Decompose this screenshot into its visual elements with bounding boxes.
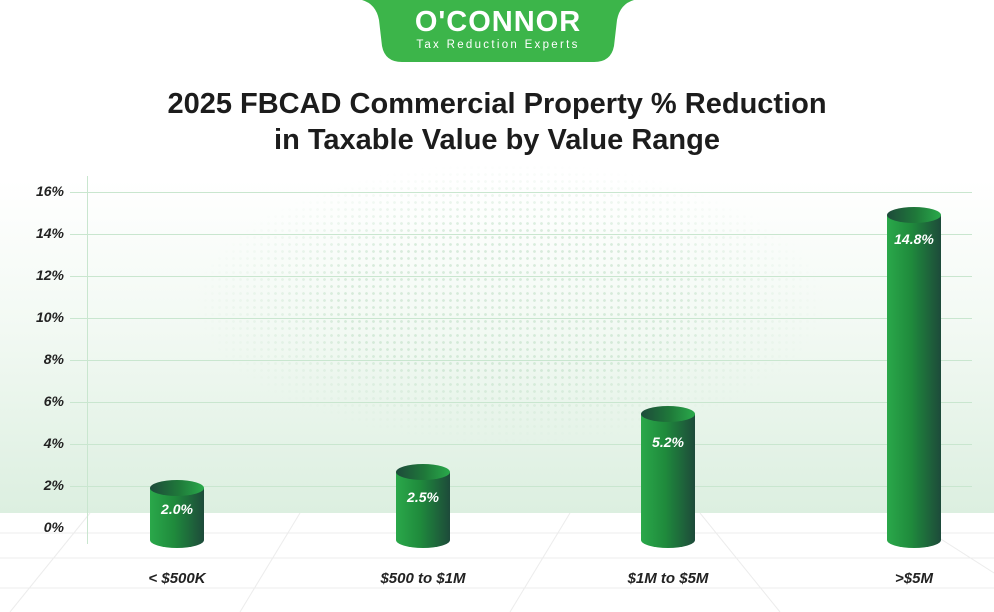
y-tick-label: 6%: [43, 393, 64, 409]
y-tick-label: 10%: [35, 309, 64, 325]
bar-value-label: 14.8%: [894, 231, 934, 247]
bar-cap: [150, 480, 204, 496]
bar-body: [641, 414, 695, 540]
gridline: [70, 276, 972, 277]
bar-over-5m: 14.8%: [887, 207, 941, 548]
chart-title-line-1: 2025 FBCAD Commercial Property % Reducti…: [167, 88, 827, 120]
bar-body: [396, 472, 450, 540]
logo-tagline: Tax Reduction Experts: [416, 39, 580, 51]
x-category-label: < $500K: [148, 570, 206, 587]
bar-value-label: 5.2%: [652, 434, 684, 450]
chart-title-line-2: in Taxable Value by Value Range: [274, 124, 720, 156]
gridline: [70, 234, 972, 235]
y-tick-label: 14%: [35, 225, 64, 241]
x-category-label: $500 to $1M: [380, 570, 466, 587]
bar-cap: [396, 464, 450, 480]
x-category-label: >$5M: [895, 570, 933, 587]
bar-cap: [887, 207, 941, 223]
y-tick-label: 8%: [43, 351, 64, 367]
bar-under-500k: 2.0%: [150, 480, 204, 548]
bar-cap: [641, 406, 695, 422]
gridline: [70, 486, 972, 487]
bar-body: [150, 488, 204, 540]
bar-value-label: 2.5%: [407, 489, 439, 505]
gridline: [70, 318, 972, 319]
chart-title: 2025 FBCAD Commercial Property % Reducti…: [0, 86, 994, 158]
x-category-label: $1M to $5M: [627, 570, 709, 587]
bar-body: [887, 215, 941, 540]
world-map-dots: [160, 150, 860, 490]
bar-500-to-1m: 2.5%: [396, 464, 450, 548]
y-tick-label: 0%: [43, 519, 64, 535]
gridline: [70, 402, 972, 403]
y-tick-label: 2%: [43, 477, 64, 493]
brand-logo: O'CONNOR Tax Reduction Experts: [362, 0, 634, 62]
gridline: [70, 192, 972, 193]
y-tick-label: 12%: [35, 267, 64, 283]
bar-value-label: 2.0%: [161, 501, 193, 517]
gridline: [70, 360, 972, 361]
y-tick-label: 16%: [35, 183, 64, 199]
logo-name: O'CONNOR: [414, 6, 582, 38]
bar-1m-to-5m: 5.2%: [641, 406, 695, 548]
y-tick-label: 4%: [43, 435, 64, 451]
gridline: [70, 444, 972, 445]
